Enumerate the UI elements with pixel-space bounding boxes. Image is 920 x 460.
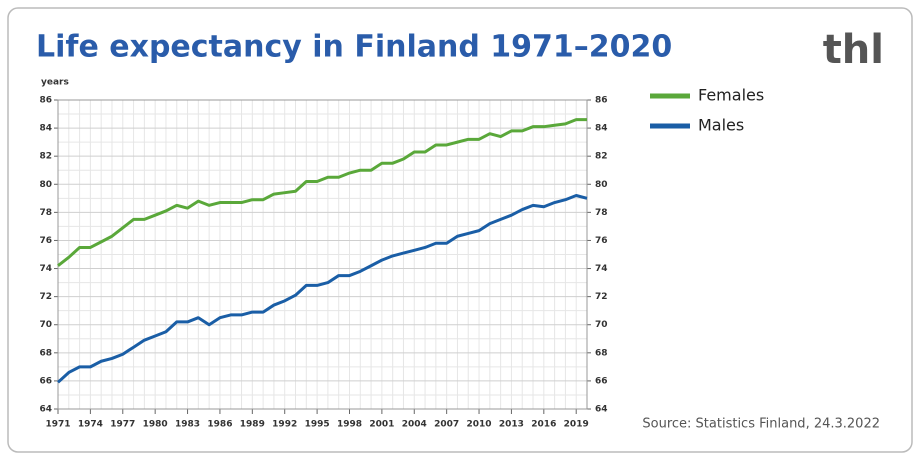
y-tick-label: 80 [39, 180, 52, 190]
series-line [57, 118, 587, 267]
y2-tick-label: 76 [595, 236, 608, 246]
y-tick-label: 68 [39, 348, 52, 358]
x-tick-label: 2007 [434, 420, 459, 430]
x-tick-label: 2001 [369, 420, 394, 430]
x-tick-label: 1983 [175, 420, 200, 430]
y-tick-label: 84 [39, 124, 52, 134]
x-tick-label: 2019 [564, 420, 589, 430]
x-tick-label: 1971 [45, 420, 70, 430]
y-tick-label: 70 [39, 320, 52, 330]
chart-title: Life expectancy in Finland 1971–2020 [36, 30, 672, 65]
y2-tick-label: 68 [595, 348, 608, 358]
x-tick-label: 2016 [531, 420, 556, 430]
x-tick-label: 1998 [337, 420, 362, 430]
y-tick-label: 74 [39, 264, 52, 274]
x-tick-label: 2010 [467, 420, 492, 430]
y-tick-label: 64 [39, 405, 52, 415]
y2-tick-label: 74 [595, 264, 608, 274]
y2-tick-label: 80 [595, 180, 608, 190]
y2-tick-label: 78 [595, 208, 608, 218]
logo: thl [823, 27, 884, 73]
y-tick-label: 72 [39, 292, 52, 302]
x-tick-label: 1989 [240, 420, 265, 430]
y-tick-label: 78 [39, 208, 52, 218]
y2-tick-label: 84 [595, 124, 608, 134]
x-tick-label: 1986 [207, 420, 232, 430]
series-line [56, 194, 588, 384]
y-axis-label: years [41, 78, 69, 88]
y2-tick-label: 66 [595, 376, 608, 386]
y-tick-label: 76 [39, 236, 52, 246]
y2-tick-label: 64 [595, 405, 608, 415]
x-tick-label: 1980 [143, 420, 168, 430]
y-tick-label: 66 [39, 376, 52, 386]
source: Source: Statistics Finland, 24.3.2022 [642, 417, 880, 432]
x-tick-label: 2004 [402, 420, 427, 430]
y-tick-label: 86 [39, 96, 52, 106]
plot-frame [57, 99, 588, 410]
x-tick-label: 2013 [499, 420, 524, 430]
x-tick-label: 1974 [78, 420, 103, 430]
legend-label: Males [698, 116, 744, 135]
y2-tick-label: 72 [595, 292, 608, 302]
y-tick-label: 82 [39, 152, 52, 162]
y2-tick-label: 86 [595, 96, 608, 106]
x-tick-label: 1992 [272, 420, 297, 430]
legend-label: Females [698, 86, 764, 105]
x-tick-label: 1995 [305, 420, 330, 430]
x-tick-label: 1977 [110, 420, 135, 430]
y2-tick-label: 82 [595, 152, 608, 162]
y2-tick-label: 70 [595, 320, 608, 330]
